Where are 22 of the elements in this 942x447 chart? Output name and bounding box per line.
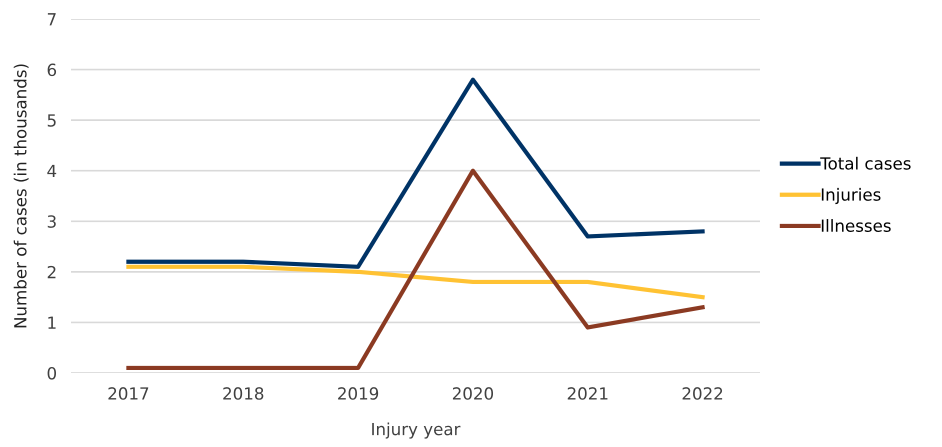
x-tick-label: 2017 — [108, 387, 148, 400]
legend-label: Total cases — [820, 156, 911, 170]
x-axis-title: Injury year — [372, 422, 460, 439]
line-series — [126, 264, 705, 300]
x-tick-label: 2019 — [338, 387, 378, 400]
line-series — [126, 78, 705, 269]
y-tick-label: 3 — [48, 215, 56, 228]
line-series — [126, 168, 705, 370]
y-tick-label: 4 — [47, 164, 56, 178]
x-tick-label: 2022 — [682, 387, 722, 400]
y-tick-label: 7 — [48, 13, 56, 26]
x-tick-label: 2018 — [223, 387, 264, 400]
y-tick-label: 0 — [48, 366, 56, 380]
x-tick-label: 2021 — [568, 387, 608, 400]
y-axis-title: Number of cases (in thousands) — [14, 64, 29, 328]
y-tick-label: 5 — [48, 114, 56, 127]
legend-label: Injuries — [822, 188, 880, 204]
y-tick-label: 2 — [48, 266, 56, 278]
x-tick-label: 2020 — [452, 387, 494, 400]
y-tick-label: 1 — [48, 316, 56, 329]
y-tick-label: 6 — [48, 64, 56, 76]
legend-label: Illnesses — [822, 219, 891, 232]
